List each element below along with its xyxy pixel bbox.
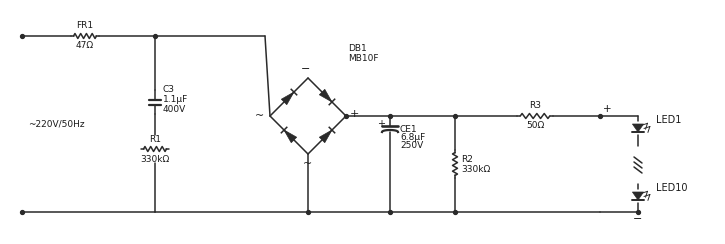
Polygon shape bbox=[284, 130, 297, 143]
Text: −: − bbox=[302, 64, 311, 74]
Text: ~220V/50Hz: ~220V/50Hz bbox=[28, 120, 85, 129]
Text: FR1: FR1 bbox=[76, 21, 94, 30]
Text: −: − bbox=[634, 214, 642, 224]
Text: 6.8μF: 6.8μF bbox=[400, 133, 426, 142]
Text: 50Ω: 50Ω bbox=[526, 121, 544, 130]
Text: R2: R2 bbox=[461, 154, 473, 163]
Text: CE1: CE1 bbox=[400, 125, 418, 134]
Polygon shape bbox=[319, 130, 332, 143]
Text: R1: R1 bbox=[149, 134, 161, 143]
Text: 330kΩ: 330kΩ bbox=[461, 164, 490, 173]
Text: +: + bbox=[377, 119, 385, 129]
Text: +: + bbox=[603, 104, 612, 114]
Polygon shape bbox=[319, 89, 332, 102]
Polygon shape bbox=[632, 192, 644, 200]
Text: ~: ~ bbox=[303, 159, 312, 169]
Text: 400V: 400V bbox=[163, 105, 186, 114]
Text: 1.1μF: 1.1μF bbox=[163, 95, 188, 104]
Text: ~: ~ bbox=[254, 111, 264, 121]
Text: 47Ω: 47Ω bbox=[76, 41, 94, 50]
Text: R3: R3 bbox=[529, 102, 541, 111]
Polygon shape bbox=[632, 124, 644, 132]
Text: 330kΩ: 330kΩ bbox=[141, 154, 170, 163]
Text: C3: C3 bbox=[163, 85, 175, 94]
Text: 250V: 250V bbox=[400, 141, 423, 150]
Text: +: + bbox=[350, 109, 360, 119]
Text: LED10: LED10 bbox=[656, 183, 687, 193]
Polygon shape bbox=[281, 92, 294, 105]
Text: LED1: LED1 bbox=[656, 115, 682, 125]
Text: DB1
MB10F: DB1 MB10F bbox=[348, 44, 378, 63]
